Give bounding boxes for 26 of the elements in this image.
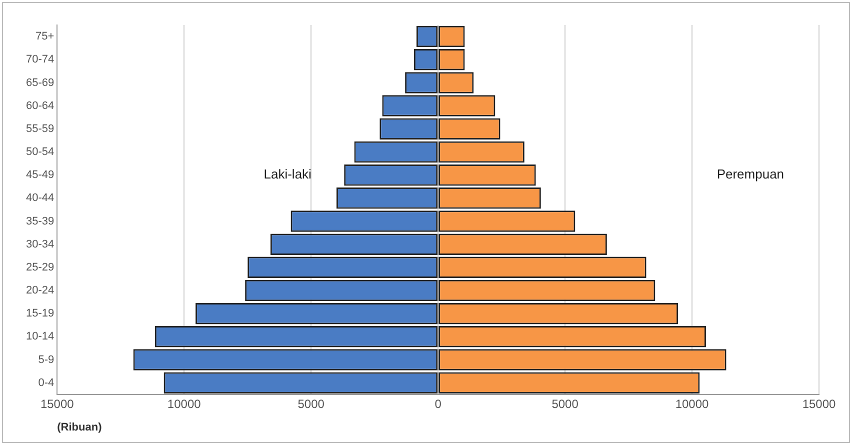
y-tick-label: 20-24 <box>26 284 54 297</box>
text: Laki-laki <box>264 166 312 182</box>
y-tick-label: 65-69 <box>26 76 54 89</box>
y-tick-label: 45-49 <box>26 169 54 182</box>
x-tick-label: 15000 <box>802 396 836 411</box>
x-tick-label: 5000 <box>298 396 325 411</box>
y-tick-label: 0-4 <box>38 376 54 389</box>
text: Perempuan <box>716 166 784 182</box>
x-tick-label: 15000 <box>40 396 74 411</box>
y-tick-label: 10-14 <box>26 330 54 343</box>
x-tick-label: 10000 <box>167 396 202 411</box>
x-tick-label: 5000 <box>552 396 579 411</box>
y-tick-label: 75+ <box>35 30 54 43</box>
y-tick-label: 40-44 <box>26 192 54 204</box>
x-tick-label: 0 <box>434 396 442 411</box>
y-tick-label: 35-39 <box>26 215 54 228</box>
y-tick-label: 15-19 <box>26 308 54 320</box>
y-tick-label: 70-74 <box>26 54 54 66</box>
y-tick-label: 55-59 <box>26 122 54 135</box>
x-axis-title: (Ribuan) <box>57 421 102 434</box>
y-tick-label: 50-54 <box>26 146 54 158</box>
y-tick-label: 30-34 <box>26 238 54 250</box>
y-tick-label: 60-64 <box>26 100 54 112</box>
y-tick-label: 5-9 <box>38 354 54 366</box>
y-tick-label: 25-29 <box>26 261 54 274</box>
x-tick-label: 10000 <box>675 396 710 411</box>
